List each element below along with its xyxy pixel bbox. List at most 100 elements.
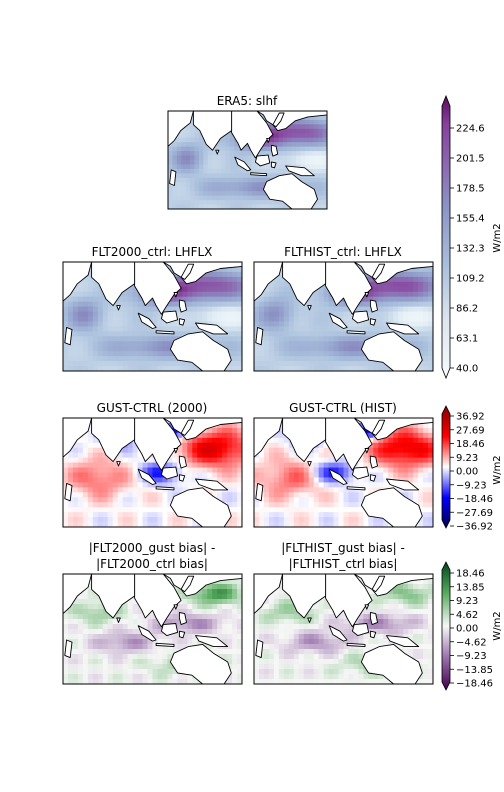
field-cell xyxy=(217,599,223,605)
field-cell xyxy=(398,452,404,459)
field-cell xyxy=(229,200,235,206)
field-cell xyxy=(268,492,275,498)
field-cell xyxy=(293,311,300,318)
field-cell xyxy=(127,649,134,655)
field-cell xyxy=(194,200,200,206)
land-polygon xyxy=(160,466,179,480)
field-cell xyxy=(222,422,228,429)
field-cell xyxy=(122,301,129,308)
field-cell xyxy=(338,351,345,357)
field-cell xyxy=(212,182,218,188)
field-cell xyxy=(82,301,89,308)
field-cell xyxy=(428,427,433,434)
field-cell xyxy=(418,517,424,523)
field-cell xyxy=(67,321,74,327)
field-cell xyxy=(177,452,183,459)
field-cell xyxy=(243,186,249,192)
field-cell xyxy=(152,512,159,518)
field-cell xyxy=(197,467,203,474)
field-cell xyxy=(217,422,223,429)
field-cell xyxy=(273,321,280,327)
field-cell xyxy=(225,137,231,143)
field-cell xyxy=(254,512,260,518)
field-cell xyxy=(112,331,119,337)
field-cell xyxy=(190,119,196,125)
field-cell xyxy=(318,336,325,342)
field-cell xyxy=(172,619,178,625)
field-cell xyxy=(323,356,330,362)
field-cell xyxy=(318,191,324,197)
field-cell xyxy=(273,326,280,332)
field-cell xyxy=(303,472,310,479)
field-cell xyxy=(225,182,231,188)
field-cell xyxy=(192,452,198,459)
field-cell xyxy=(398,316,404,323)
field-cell xyxy=(293,306,300,313)
field-cell xyxy=(403,281,409,288)
field-cell xyxy=(383,296,389,303)
field-cell xyxy=(368,432,374,439)
field-cell xyxy=(278,457,285,464)
field-cell xyxy=(237,291,242,298)
field-cell xyxy=(198,204,204,209)
field-cell xyxy=(127,477,134,483)
field-cell xyxy=(87,306,94,313)
field-cell xyxy=(303,346,310,352)
field-cell xyxy=(268,336,275,342)
field-cell xyxy=(338,356,345,362)
field-cell xyxy=(403,427,409,434)
land-polygon xyxy=(192,111,233,151)
field-cell xyxy=(162,649,169,655)
field-cell xyxy=(147,361,154,367)
field-cell xyxy=(303,306,310,313)
field-cell xyxy=(203,155,209,161)
field-cell xyxy=(378,281,384,288)
field-cell xyxy=(137,326,144,332)
field-cell xyxy=(232,674,238,680)
field-cell xyxy=(254,462,260,469)
field-cell xyxy=(203,164,209,170)
field-cell xyxy=(309,137,315,143)
field-cell xyxy=(137,306,144,313)
field-cell xyxy=(172,271,178,278)
field-cell xyxy=(127,629,134,635)
field-cell xyxy=(176,173,182,179)
field-cell xyxy=(63,507,69,513)
land-polygon xyxy=(116,617,121,623)
field-cell xyxy=(263,356,270,362)
field-cell xyxy=(273,361,280,367)
field-cell xyxy=(67,507,74,513)
field-cell xyxy=(274,128,280,134)
field-cell xyxy=(97,316,104,323)
field-cell xyxy=(67,346,74,352)
field-cell xyxy=(318,124,324,130)
field-cell xyxy=(97,306,104,313)
field-cell xyxy=(300,146,306,152)
field-cell xyxy=(92,447,99,454)
field-cell xyxy=(313,492,320,498)
field-cell xyxy=(112,634,119,640)
field-cell xyxy=(263,286,270,293)
field-cell xyxy=(227,477,233,483)
field-cell xyxy=(318,316,325,323)
field-cell xyxy=(122,296,129,303)
field-cell xyxy=(132,497,139,503)
field-cell xyxy=(152,356,159,362)
field-cell xyxy=(237,584,242,590)
field-cell xyxy=(348,321,355,327)
field-cell xyxy=(202,589,208,595)
field-cell xyxy=(157,366,164,371)
field-cell xyxy=(122,624,129,630)
field-cell xyxy=(263,492,270,498)
field-cell xyxy=(176,191,182,197)
field-cell xyxy=(212,634,218,640)
field-cell xyxy=(423,336,429,342)
field-cell xyxy=(293,457,300,464)
field-cell xyxy=(282,155,288,161)
field-cell xyxy=(232,644,238,650)
field-cell xyxy=(408,281,414,288)
field-cell xyxy=(162,356,169,362)
field-cell xyxy=(217,629,223,635)
field-cell xyxy=(313,487,320,493)
field-cell xyxy=(72,674,79,680)
